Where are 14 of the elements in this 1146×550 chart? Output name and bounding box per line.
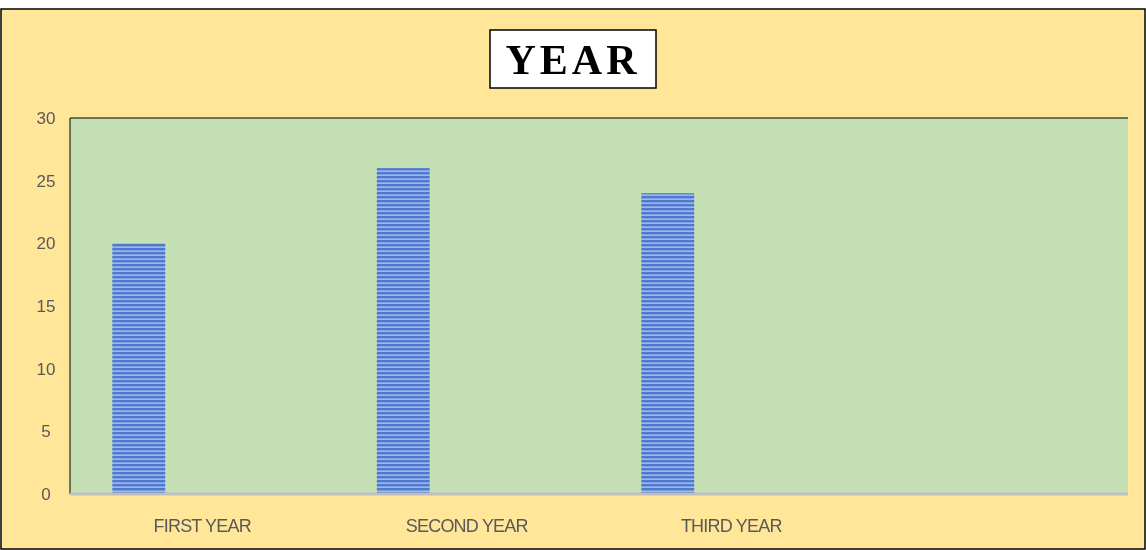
y-tick-label: 25 xyxy=(36,171,56,191)
x-tick-label: FIRST YEAR xyxy=(153,516,252,536)
y-tick-label: 0 xyxy=(41,484,51,504)
y-tick-label: 20 xyxy=(36,234,56,254)
bar xyxy=(376,168,430,494)
bar xyxy=(112,243,166,494)
y-tick-label: 5 xyxy=(41,422,51,442)
y-tick-label: 10 xyxy=(36,359,56,379)
bar xyxy=(641,193,695,494)
y-tick-label: 15 xyxy=(36,296,56,316)
x-tick-label: THIRD YEAR xyxy=(680,516,783,536)
chart-title: YEAR xyxy=(505,37,641,83)
y-tick-label: 30 xyxy=(36,108,56,128)
x-tick-label: SECOND YEAR xyxy=(405,516,529,536)
